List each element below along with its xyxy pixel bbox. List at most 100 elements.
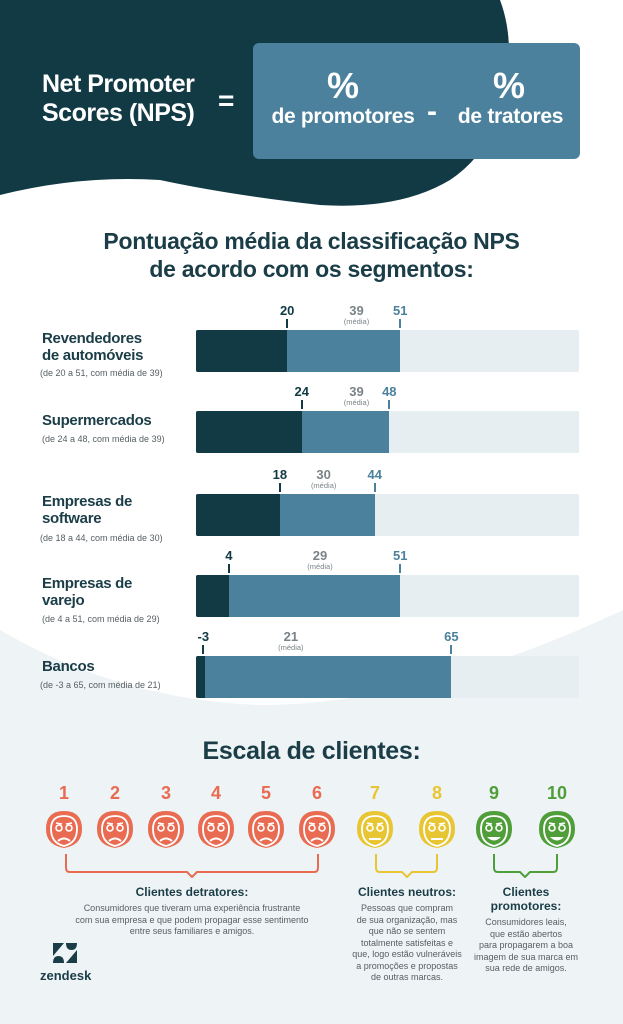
max-value: 51 bbox=[393, 548, 408, 563]
max-tick bbox=[450, 645, 453, 654]
bar-min-fill bbox=[196, 575, 229, 617]
neutrals-desc-line: a promoções e propostas bbox=[356, 960, 458, 971]
segment-name-line2: de automóveis bbox=[42, 347, 144, 364]
average-value: 39 bbox=[349, 384, 364, 399]
neutrals-title: Clientes neutros: bbox=[357, 885, 456, 899]
average-label: (média) bbox=[343, 398, 370, 407]
promoters-title: Clientes promotores: bbox=[490, 885, 562, 913]
bar-max-fill bbox=[196, 656, 452, 698]
neutrals-desc-line: que, logo estão vulneráveis bbox=[352, 949, 462, 959]
detractor-face-icon bbox=[97, 811, 133, 848]
scale-number: 8 bbox=[431, 783, 442, 803]
bar-min-fill bbox=[196, 411, 302, 453]
scale-number: 9 bbox=[488, 783, 499, 803]
segment-range: (de 20 a 51, com média de 39) bbox=[40, 368, 163, 378]
promoters-desc-line: para propagarem a boa bbox=[478, 940, 574, 950]
zendesk-logo-text: zendesk bbox=[40, 968, 92, 983]
segment-name: Revendedores de automóveis bbox=[42, 330, 143, 364]
nps-title: Net Promoter Scores (NPS) bbox=[42, 70, 222, 128]
scale-number: 4 bbox=[210, 783, 221, 803]
promoters-label: de promotores bbox=[271, 105, 415, 128]
detractors-desc: Consumidores que tiveram uma experiência… bbox=[60, 903, 324, 938]
segment-name-line1: Empresas de bbox=[42, 493, 133, 510]
detractors-desc-line: entre seus familiares e amigos. bbox=[129, 926, 255, 936]
segments-title: Pontuação média da classificação NPS de … bbox=[0, 227, 623, 283]
min-tick bbox=[278, 483, 281, 492]
group-brackets bbox=[65, 854, 558, 878]
detractors-title: Clientes detratores: bbox=[135, 885, 249, 899]
bar-min-fill bbox=[196, 330, 288, 372]
min-tick bbox=[227, 564, 230, 573]
promoters-desc-line: sua rede de amigos. bbox=[485, 963, 567, 973]
average-value: 39 bbox=[349, 303, 364, 318]
bar-min-fill bbox=[196, 494, 280, 536]
min-value: 24 bbox=[294, 384, 309, 399]
segment-name-line2: varejo bbox=[42, 592, 85, 609]
scale-number: 3 bbox=[160, 783, 171, 803]
detractor-face-icon bbox=[46, 811, 82, 848]
segment-name: Empresas de software bbox=[42, 493, 132, 527]
neutrals-desc-line: de sua organização, mas bbox=[356, 914, 458, 925]
average-value: 30 bbox=[316, 467, 331, 482]
promoters-group: Clientes promotores: Consumidores leais,… bbox=[466, 885, 586, 975]
segment-range: (de 24 a 48, com média de 39) bbox=[42, 434, 165, 444]
neutrals-desc-line: totalmente satisfeitas e bbox=[360, 937, 454, 948]
max-value: 51 bbox=[393, 303, 408, 318]
neutrals-desc-line: Pessoas que compram bbox=[360, 903, 454, 913]
max-tick bbox=[373, 483, 376, 492]
min-tick bbox=[202, 645, 205, 654]
neutrals-desc: Pessoas que compram de sua organização, … bbox=[350, 903, 464, 984]
segment-name-line1: Empresas de bbox=[42, 575, 133, 592]
segment-name-line1: Revendedores bbox=[42, 330, 142, 347]
average-value: 21 bbox=[283, 629, 299, 644]
segments-title-line1: Pontuação média da classificação NPS bbox=[103, 228, 520, 254]
min-value: 18 bbox=[272, 467, 288, 482]
min-tick bbox=[286, 319, 289, 328]
promoters-desc-line: que estão abertos bbox=[489, 928, 563, 939]
segment-name: Supermercados bbox=[42, 412, 152, 429]
minus-sign: - bbox=[427, 95, 437, 128]
zendesk-logo-icon bbox=[53, 943, 77, 963]
bar-min-fill bbox=[196, 656, 205, 698]
bar-max-fill bbox=[196, 575, 401, 617]
max-value: 48 bbox=[382, 384, 397, 399]
min-tick bbox=[300, 400, 303, 409]
average-label: (média) bbox=[310, 481, 337, 490]
segment-range: (de 4 a 51, com média de 29) bbox=[42, 614, 160, 624]
detractors-desc-line: com sua empresa e que podem propagar ess… bbox=[75, 914, 309, 925]
detractors-desc-line: Consumidores que tiveram uma experiência… bbox=[83, 903, 301, 913]
detractor-face-icon bbox=[299, 811, 335, 848]
neutral-face-icon bbox=[357, 811, 393, 848]
segment-name: Bancos bbox=[42, 658, 95, 675]
equals-sign: = bbox=[218, 85, 235, 116]
max-tick bbox=[388, 400, 391, 409]
detractor-face-icon bbox=[148, 811, 184, 848]
max-value: 65 bbox=[444, 629, 459, 644]
scale-number: 5 bbox=[260, 783, 271, 803]
formula-box: % de promotores - % de tratores bbox=[253, 43, 580, 159]
segment-name-line2: software bbox=[42, 510, 102, 527]
scale-number: 1 bbox=[58, 783, 69, 803]
promoter-face-icon bbox=[476, 811, 512, 848]
promoter-face-icon bbox=[539, 811, 575, 848]
detractors-group: Clientes detratores: Consumidores que ti… bbox=[60, 885, 324, 938]
average-label: (média) bbox=[278, 643, 304, 652]
segment-range: (de -3 a 65, com média de 21) bbox=[40, 680, 161, 690]
promoters-percent: % bbox=[326, 65, 359, 106]
max-tick bbox=[399, 319, 402, 328]
segments-title-line2: de acordo com os segmentos: bbox=[149, 256, 474, 282]
max-tick bbox=[399, 564, 402, 573]
min-value: 4 bbox=[225, 548, 233, 563]
nps-title-line2: Scores (NPS) bbox=[42, 99, 195, 127]
nps-title-line1: Net Promoter bbox=[42, 70, 195, 98]
promoters-desc-line: imagem de sua marca em bbox=[473, 951, 579, 962]
min-value: -3 bbox=[197, 629, 210, 644]
neutrals-desc-line: de outras marcas. bbox=[370, 972, 444, 982]
scale-number: 7 bbox=[369, 783, 380, 803]
scale-title: Escala de clientes: bbox=[202, 737, 421, 765]
segment-name-line1: Bancos bbox=[42, 658, 95, 675]
average-label: (média) bbox=[307, 562, 333, 571]
detractors-percent: % bbox=[492, 65, 525, 106]
detractor-face-icon bbox=[248, 811, 284, 848]
scale-number: 10 bbox=[546, 783, 568, 803]
